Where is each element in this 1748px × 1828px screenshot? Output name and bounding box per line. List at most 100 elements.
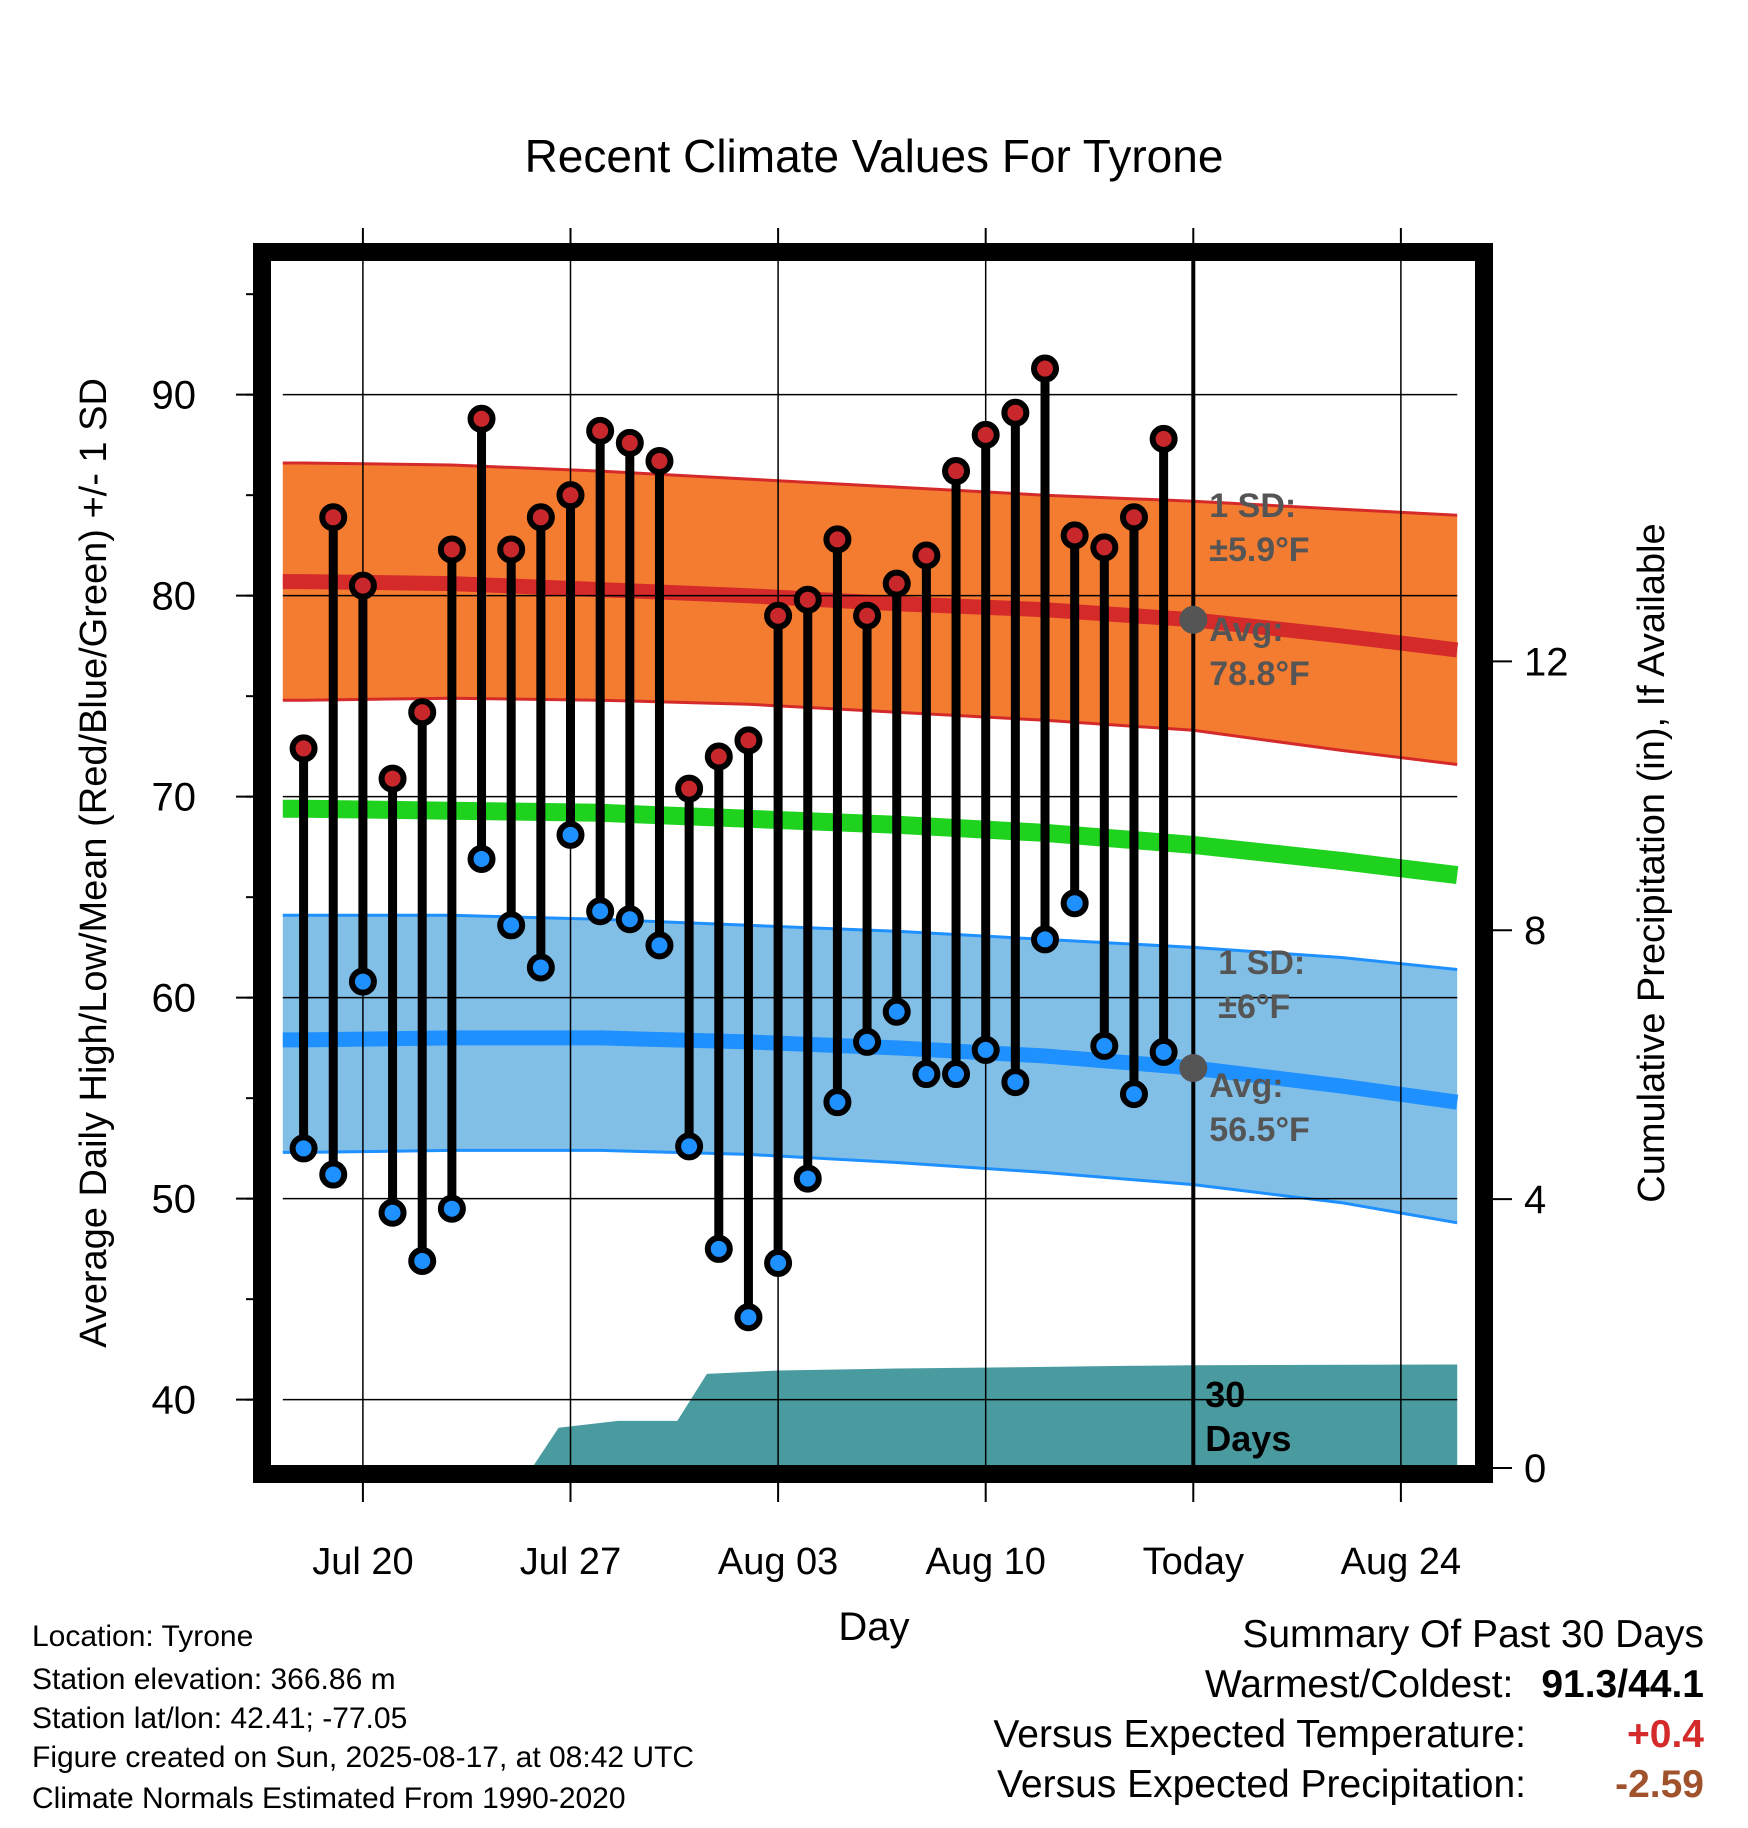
y2-axis-label: Cumulative Precipitation (in), If Availa…: [1631, 523, 1673, 1202]
y-tick-label: 70: [152, 776, 197, 820]
high-point: [615, 428, 644, 457]
window-days-label: Days: [1205, 1418, 1291, 1459]
low-point: [526, 953, 555, 982]
high-avg-value: 78.8°F: [1209, 655, 1310, 693]
low-point: [823, 1088, 852, 1117]
plot-frame: [253, 243, 1493, 1483]
low-band-upper-edge: [282, 913, 1458, 971]
low-point: [704, 1234, 733, 1263]
low-point: [675, 1132, 704, 1161]
high-point: [882, 569, 911, 598]
summary-temp-label: Versus Expected Temperature:: [993, 1713, 1526, 1756]
high-point: [971, 420, 1000, 449]
footer-created: Figure created on Sun, 2025-08-17, at 08…: [32, 1741, 695, 1774]
high-point: [348, 571, 377, 600]
summary-precip-value: -2.59: [1615, 1763, 1704, 1806]
y2-tick-label: 4: [1524, 1178, 1546, 1222]
y-tick-label: 60: [152, 977, 197, 1021]
high-avg-line: [282, 574, 1459, 658]
high-point: [437, 535, 466, 564]
low-point: [467, 844, 496, 873]
low-avg-line: [282, 1030, 1459, 1110]
low-point: [764, 1248, 793, 1277]
summary-precip-label: Versus Expected Precipitation:: [997, 1763, 1526, 1806]
low-point: [1031, 925, 1060, 954]
low-sd-label: 1 SD:: [1218, 944, 1305, 982]
x-tick-label: Aug 03: [718, 1541, 838, 1583]
high-point: [675, 774, 704, 803]
summary-title: Summary Of Past 30 Days: [1242, 1613, 1704, 1656]
low-point: [853, 1027, 882, 1056]
high-point: [526, 503, 555, 532]
high-point: [734, 726, 763, 755]
low-point: [289, 1134, 318, 1163]
high-point: [467, 404, 496, 433]
low-point: [319, 1160, 348, 1189]
high-point: [912, 541, 941, 570]
summary-panel: Summary Of Past 30 Days Warmest/Coldest:…: [993, 1610, 1704, 1810]
low-point: [882, 997, 911, 1026]
y-tick-label: 40: [152, 1379, 197, 1423]
footer-latlon: Station lat/lon: 42.41; -77.05: [32, 1702, 408, 1735]
high-avg-label: Avg:: [1209, 611, 1283, 649]
low-point: [1149, 1037, 1178, 1066]
y-tick-label: 50: [152, 1178, 197, 1222]
x-tick-label: Aug 24: [1341, 1541, 1461, 1583]
low-point: [942, 1060, 971, 1089]
high-point: [586, 416, 615, 445]
low-point: [408, 1246, 437, 1275]
low-avg-label: Avg:: [1209, 1067, 1283, 1105]
x-tick-label: Today: [1143, 1541, 1244, 1583]
y2-tick-label: 12: [1524, 640, 1569, 684]
high-point: [704, 742, 733, 771]
low-point: [615, 905, 644, 934]
precip-area: [531, 1364, 1458, 1468]
low-point: [1119, 1080, 1148, 1109]
low-point: [971, 1035, 1000, 1064]
low-point: [437, 1194, 466, 1223]
footer-normals: Climate Normals Estimated From 1990-2020: [32, 1782, 626, 1815]
low-point: [1060, 889, 1089, 918]
low-point: [645, 931, 674, 960]
high-point: [793, 585, 822, 614]
y2-tick-label: 8: [1524, 909, 1546, 953]
today-low-avg-marker: [1179, 1054, 1208, 1083]
high-band-lower-edge: [282, 696, 1458, 766]
high-point: [853, 601, 882, 630]
summary-warm-cold-row: Warmest/Coldest: 91.3/44.1: [993, 1660, 1704, 1710]
chart-title: Recent Climate Values For Tyrone: [525, 130, 1224, 182]
y-tick-label: 90: [152, 374, 197, 418]
high-point: [408, 698, 437, 727]
footer-elevation: Station elevation: 366.86 m: [32, 1663, 396, 1696]
high-point: [1119, 503, 1148, 532]
high-point: [764, 601, 793, 630]
x-axis-label: Day: [838, 1605, 909, 1649]
footer-location: Location: Tyrone: [32, 1620, 254, 1653]
x-tick-label: Jul 20: [312, 1541, 413, 1583]
high-point: [378, 764, 407, 793]
high-point: [823, 525, 852, 554]
summary-warm-cold-value: 91.3/44.1: [1541, 1663, 1704, 1706]
high-band-upper-edge: [282, 461, 1458, 517]
low-point: [734, 1303, 763, 1332]
today-high-avg-marker: [1179, 605, 1208, 634]
x-tick-label: Jul 27: [520, 1541, 621, 1583]
high-point: [645, 447, 674, 476]
low-point: [1090, 1031, 1119, 1060]
low-point: [793, 1164, 822, 1193]
low-point: [497, 911, 526, 940]
high-point: [289, 734, 318, 763]
summary-temp-row: Versus Expected Temperature: +0.4: [993, 1710, 1704, 1760]
y-axis-label: Average Daily High/Low/Mean (Red/Blue/Gr…: [73, 378, 115, 1348]
window-days-number: 30: [1205, 1374, 1245, 1415]
mean-avg-line: [282, 799, 1459, 885]
low-band-lower-edge: [282, 1148, 1458, 1225]
x-tick-label: Aug 10: [925, 1541, 1045, 1583]
low-sd-value: ±6°F: [1218, 988, 1290, 1026]
low-point: [348, 967, 377, 996]
high-point: [1031, 354, 1060, 383]
high-sd-label: 1 SD:: [1209, 487, 1296, 525]
low-point: [586, 897, 615, 926]
summary-warm-cold-label: Warmest/Coldest:: [1204, 1663, 1514, 1706]
